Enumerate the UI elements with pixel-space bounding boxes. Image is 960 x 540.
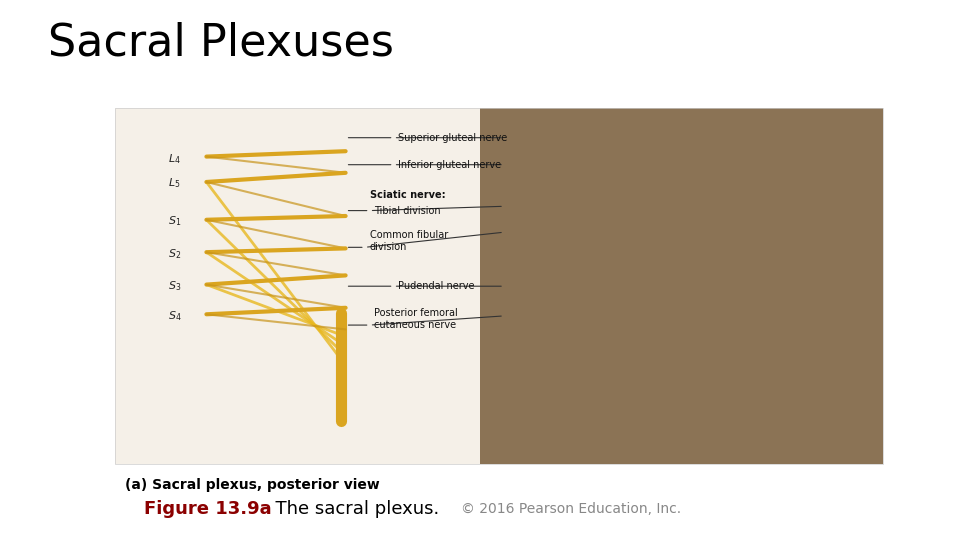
Text: (a) Sacral plexus, posterior view: (a) Sacral plexus, posterior view bbox=[125, 478, 379, 492]
Text: cutaneous nerve: cutaneous nerve bbox=[374, 320, 457, 330]
Text: $L_4$: $L_4$ bbox=[168, 152, 180, 166]
Text: $S_1$: $S_1$ bbox=[168, 214, 181, 228]
Text: $S_3$: $S_3$ bbox=[168, 279, 181, 293]
Text: Sacral Plexuses: Sacral Plexuses bbox=[48, 22, 394, 65]
FancyBboxPatch shape bbox=[115, 108, 480, 464]
Text: Superior gluteal nerve: Superior gluteal nerve bbox=[398, 133, 508, 143]
Text: Sciatic nerve:: Sciatic nerve: bbox=[370, 191, 445, 200]
Text: division: division bbox=[370, 242, 407, 252]
Text: © 2016 Pearson Education, Inc.: © 2016 Pearson Education, Inc. bbox=[461, 502, 681, 516]
Text: Tibial division: Tibial division bbox=[374, 206, 441, 215]
Text: Common fibular: Common fibular bbox=[370, 230, 448, 240]
Text: Inferior gluteal nerve: Inferior gluteal nerve bbox=[398, 160, 501, 170]
Text: $S_4$: $S_4$ bbox=[168, 309, 181, 323]
Text: Pudendal nerve: Pudendal nerve bbox=[398, 281, 475, 291]
FancyBboxPatch shape bbox=[480, 108, 883, 464]
Text: The sacral plexus.: The sacral plexus. bbox=[264, 500, 440, 518]
Text: $L_5$: $L_5$ bbox=[168, 177, 180, 191]
Text: Posterior femoral: Posterior femoral bbox=[374, 308, 458, 318]
Text: $S_2$: $S_2$ bbox=[168, 247, 181, 261]
Text: Figure 13.9a: Figure 13.9a bbox=[144, 500, 272, 518]
